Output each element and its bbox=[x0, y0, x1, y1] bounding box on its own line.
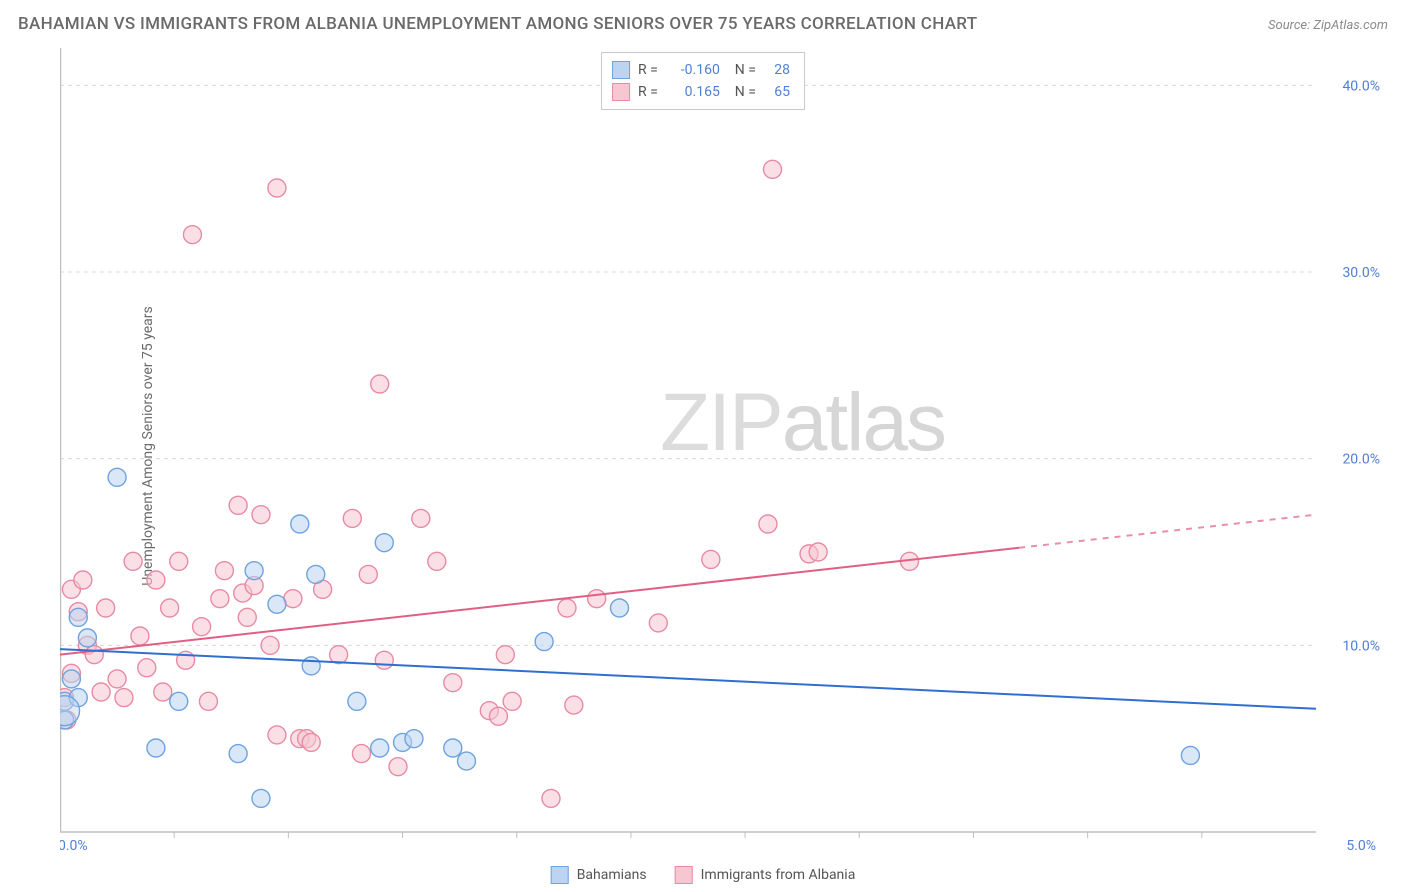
title-bar: BAHAMIAN VS IMMIGRANTS FROM ALBANIA UNEM… bbox=[18, 14, 1388, 34]
stat-r-value-a: -0.160 bbox=[666, 59, 720, 81]
legend-label-albania: Immigrants from Albania bbox=[701, 867, 856, 883]
svg-text:20.0%: 20.0% bbox=[1342, 452, 1380, 468]
stats-row-albania: R = 0.165 N = 65 bbox=[612, 81, 790, 103]
legend-item-albania: Immigrants from Albania bbox=[675, 866, 856, 884]
stat-r-label: R = bbox=[638, 59, 658, 81]
svg-text:5.0%: 5.0% bbox=[1346, 838, 1376, 852]
swatch-bahamians-icon bbox=[551, 866, 569, 884]
plot-area: 10.0% 20.0% 30.0% 40.0% 0.0% 5.0% ZIPatlas bbox=[60, 48, 1386, 852]
svg-text:10.0%: 10.0% bbox=[1342, 638, 1380, 654]
legend-item-bahamians: Bahamians bbox=[551, 866, 647, 884]
svg-text:ZIPatlas: ZIPatlas bbox=[660, 377, 945, 468]
stat-r-label-b: R = bbox=[638, 81, 658, 103]
stat-r-value-b: 0.165 bbox=[666, 81, 720, 103]
stats-row-bahamians: R = -0.160 N = 28 bbox=[612, 59, 790, 81]
legend-label-bahamians: Bahamians bbox=[577, 867, 647, 883]
swatch-bahamians bbox=[612, 61, 630, 79]
svg-text:30.0%: 30.0% bbox=[1342, 265, 1380, 281]
svg-text:40.0%: 40.0% bbox=[1342, 78, 1380, 94]
svg-text:0.0%: 0.0% bbox=[60, 838, 88, 852]
swatch-albania bbox=[612, 83, 630, 101]
stat-n-label-b: N = bbox=[728, 81, 756, 103]
swatch-albania-icon bbox=[675, 866, 693, 884]
chart-title: BAHAMIAN VS IMMIGRANTS FROM ALBANIA UNEM… bbox=[18, 14, 977, 34]
stat-n-value-b: 65 bbox=[764, 81, 790, 103]
plot-svg: 10.0% 20.0% 30.0% 40.0% 0.0% 5.0% ZIPatlas bbox=[60, 48, 1386, 852]
stat-n-value-a: 28 bbox=[764, 59, 790, 81]
source-label: Source: ZipAtlas.com bbox=[1268, 18, 1388, 33]
chart-container: BAHAMIAN VS IMMIGRANTS FROM ALBANIA UNEM… bbox=[0, 0, 1406, 892]
stats-legend-box: R = -0.160 N = 28 R = 0.165 N = 65 bbox=[601, 52, 805, 110]
bottom-legend: Bahamians Immigrants from Albania bbox=[551, 866, 856, 884]
stat-n-label: N = bbox=[728, 59, 756, 81]
